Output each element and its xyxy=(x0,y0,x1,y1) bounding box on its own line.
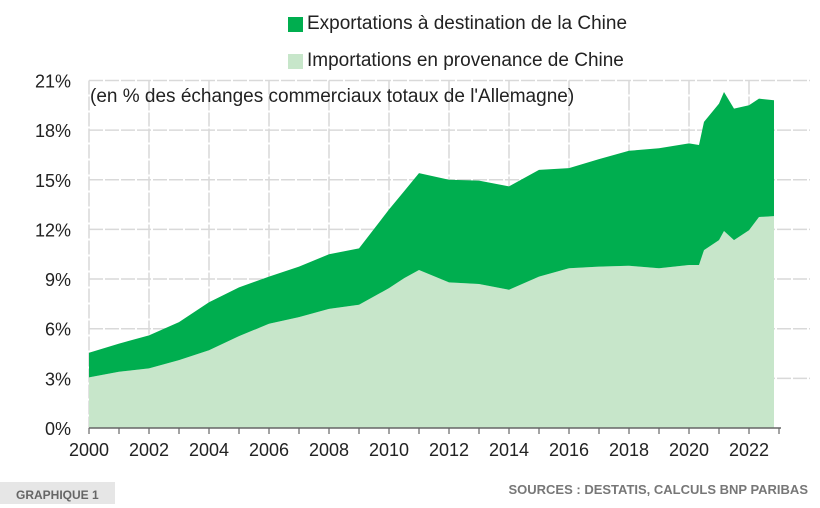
x-tick-label: 2022 xyxy=(729,440,769,460)
x-tick-label: 2008 xyxy=(309,440,349,460)
x-tick-label: 2016 xyxy=(549,440,589,460)
legend-item-exports: Exportations à destination de la Chine xyxy=(288,13,627,35)
y-tick-label: 15% xyxy=(35,171,71,191)
x-tick-label: 2010 xyxy=(369,440,409,460)
y-tick-label: 3% xyxy=(45,369,71,389)
chart-subtitle: (en % des échanges commerciaux totaux de… xyxy=(90,86,575,107)
y-tick-label: 9% xyxy=(45,270,71,290)
x-tick-label: 2018 xyxy=(609,440,649,460)
legend-label-exports: Exportations à destination de la Chine xyxy=(307,13,628,34)
figure-label: GRAPHIQUE 1 xyxy=(0,482,115,504)
legend-item-imports: Importations en provenance de Chine xyxy=(288,50,624,72)
y-tick-label: 0% xyxy=(45,419,71,439)
y-tick-label: 6% xyxy=(45,320,71,340)
y-tick-label: 12% xyxy=(35,220,71,240)
x-tick-label: 2006 xyxy=(249,440,289,460)
x-tick-label: 2004 xyxy=(189,440,229,460)
x-tick-label: 2014 xyxy=(489,440,529,460)
legend-swatch-imports xyxy=(288,53,303,69)
x-tick-label: 2000 xyxy=(69,440,109,460)
area-exports xyxy=(89,92,774,378)
x-tick-label: 2002 xyxy=(129,440,169,460)
x-tick-label: 2020 xyxy=(669,440,709,460)
y-tick-label: 21% xyxy=(35,71,71,91)
legend-swatch-exports xyxy=(288,16,303,32)
legend-label-imports: Importations en provenance de Chine xyxy=(307,50,624,71)
x-tick-label: 2012 xyxy=(429,440,469,460)
area-imports xyxy=(89,216,774,428)
sources: SOURCES : DESTATIS, CALCULS BNP PARIBAS xyxy=(508,482,808,497)
y-tick-label: 18% xyxy=(35,121,71,141)
